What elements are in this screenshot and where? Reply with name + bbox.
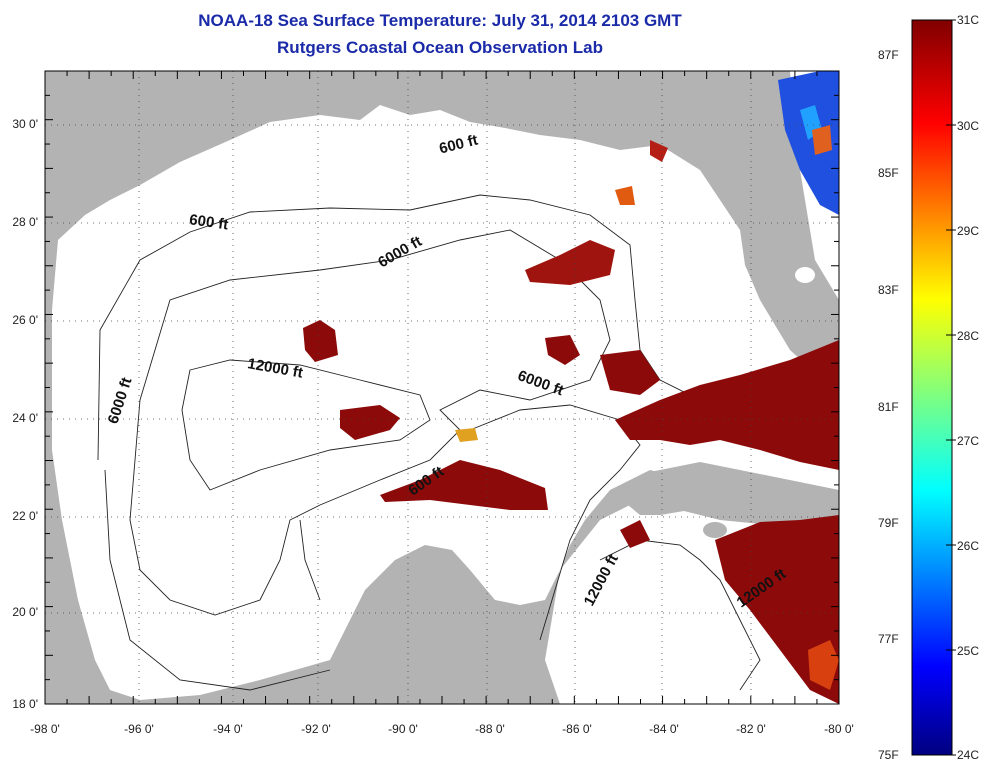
colorbar-f-label: 81F (878, 400, 899, 414)
island (703, 522, 727, 538)
colorbar-f-label: 85F (878, 166, 899, 180)
gulf-water (52, 105, 839, 700)
x-tick-label: -80 0' (824, 722, 854, 736)
y-tick-label: 26 0' (12, 313, 38, 327)
colorbar-ticks (946, 19, 956, 756)
x-tick-label: -86 0' (562, 722, 592, 736)
colorbar-c-label: 27C (957, 434, 980, 448)
y-tick-label: 30 0' (12, 117, 38, 131)
colorbar-c-label: 29C (957, 224, 980, 238)
colorbar-c-label: 30C (957, 119, 980, 133)
colorbar-c-label: 25C (957, 644, 980, 658)
colorbar-f-label: 79F (878, 516, 899, 530)
x-tick-label: -92 0' (301, 722, 331, 736)
cuba-land (610, 462, 839, 520)
map-subtitle: Rutgers Coastal Ocean Observation Lab (277, 38, 603, 57)
x-tick-label: -96 0' (124, 722, 154, 736)
sst-patches (303, 71, 839, 704)
colorbar-c-label: 26C (957, 539, 980, 553)
bathymetry-contours (97, 194, 839, 691)
x-tick-label: -90 0' (388, 722, 418, 736)
colorbar (911, 19, 953, 756)
y-tick-label: 18 0' (12, 697, 38, 711)
contour-label: 600 ft (188, 211, 229, 233)
y-tick-label: 22 0' (12, 509, 38, 523)
lake-okeechobee (795, 267, 815, 283)
x-tick-label: -98 0' (30, 722, 60, 736)
x-tick-label: -94 0' (213, 722, 243, 736)
x-tick-label: -82 0' (736, 722, 766, 736)
y-tick-label: 28 0' (12, 215, 38, 229)
graticule (45, 71, 839, 704)
colorbar-c-label: 28C (957, 329, 980, 343)
colorbar-c-label: 24C (957, 748, 980, 762)
x-tick-label: -84 0' (649, 722, 679, 736)
colorbar-f-label: 77F (878, 632, 899, 646)
map-title: NOAA-18 Sea Surface Temperature: July 31… (198, 11, 682, 30)
colorbar-f-label: 75F (878, 748, 899, 762)
colorbar-c-label: 31C (957, 13, 980, 27)
y-tick-label: 20 0' (12, 605, 38, 619)
colorbar-f-label: 87F (878, 48, 899, 62)
colorbar-f-label: 83F (878, 283, 899, 297)
y-tick-label: 24 0' (12, 411, 38, 425)
axis-tick-marks (44, 70, 840, 705)
x-tick-label: -88 0' (475, 722, 505, 736)
